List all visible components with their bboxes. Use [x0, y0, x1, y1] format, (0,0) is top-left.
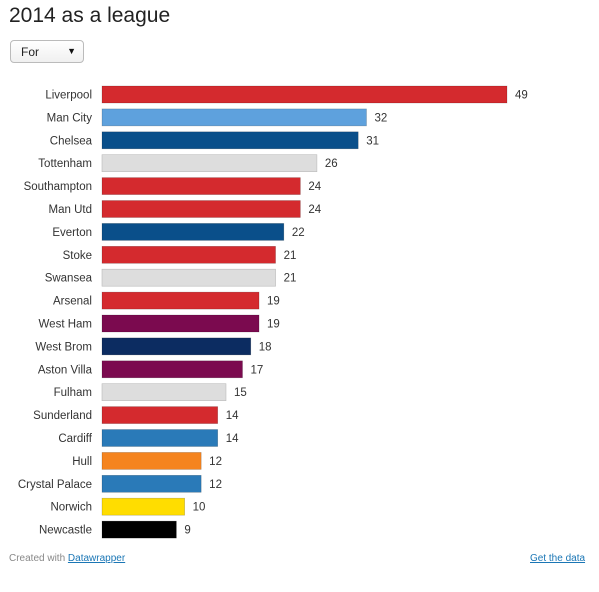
value-label-southampton: 24: [308, 181, 321, 193]
category-label-man-utd: Man Utd: [49, 204, 92, 216]
bar-everton: [101, 223, 285, 241]
value-label-cardiff: 14: [226, 433, 239, 445]
value-label-aston-villa: 17: [251, 364, 264, 376]
footer-credit-prefix: Created with: [9, 553, 66, 564]
value-label-crystal-palace: 12: [209, 479, 222, 491]
get-data-link[interactable]: Get the data: [530, 553, 586, 564]
category-label-swansea: Swansea: [45, 273, 93, 285]
bar-norwich: [101, 497, 185, 516]
value-label-man-city: 32: [374, 112, 387, 124]
bar-southampton: [101, 177, 301, 195]
category-label-chelsea: Chelsea: [50, 135, 93, 147]
bar-man-utd: [101, 200, 301, 218]
bar-liverpool: [101, 85, 508, 104]
category-label-arsenal: Arsenal: [53, 296, 92, 308]
category-label-everton: Everton: [52, 227, 92, 239]
value-label-chelsea: 31: [366, 135, 379, 147]
bar-west-ham: [101, 314, 260, 333]
bar-chelsea: [101, 131, 359, 150]
value-label-arsenal: 19: [267, 296, 280, 308]
value-label-west-brom: 18: [259, 341, 272, 353]
value-label-everton: 22: [292, 227, 305, 239]
bar-swansea: [101, 268, 276, 287]
bar-hull: [101, 452, 202, 470]
bar-west-brom: [101, 337, 252, 356]
chevron-down-icon: ▼: [67, 46, 76, 56]
bar-sunderland: [101, 406, 219, 424]
category-label-west-ham: West Ham: [39, 319, 92, 331]
value-label-liverpool: 49: [515, 90, 528, 102]
category-label-liverpool: Liverpool: [45, 90, 92, 102]
category-label-fulham: Fulham: [54, 387, 92, 399]
value-label-stoke: 21: [284, 250, 297, 262]
bar-crystal-palace: [101, 474, 202, 493]
value-label-norwich: 10: [193, 502, 206, 514]
category-label-cardiff: Cardiff: [58, 433, 92, 445]
category-label-tottenham: Tottenham: [38, 158, 92, 170]
category-label-southampton: Southampton: [24, 181, 92, 193]
bar-man-city: [101, 108, 367, 127]
category-label-aston-villa: Aston Villa: [38, 364, 93, 376]
bar-stoke: [101, 246, 276, 264]
value-label-swansea: 21: [284, 273, 297, 285]
value-label-west-ham: 19: [267, 319, 280, 331]
bar-chart: Liverpool 49 Man City 32 Chelsea 31 Tottenham 2…: [18, 85, 528, 539]
value-label-fulham: 15: [234, 387, 247, 399]
value-label-sunderland: 14: [226, 410, 239, 422]
category-label-sunderland: Sunderland: [33, 410, 92, 422]
bar-fulham: [101, 383, 227, 402]
bar-cardiff: [101, 429, 219, 447]
category-label-west-brom: West Brom: [35, 341, 92, 353]
category-label-hull: Hull: [72, 456, 92, 468]
metric-select-value: For: [21, 45, 39, 59]
category-label-newcastle: Newcastle: [39, 525, 92, 537]
footer-credit: Created with Datawrapper: [9, 553, 125, 564]
value-label-tottenham: 26: [325, 158, 338, 170]
category-label-norwich: Norwich: [50, 502, 92, 514]
category-label-crystal-palace: Crystal Palace: [18, 479, 92, 491]
value-label-newcastle: 9: [184, 525, 190, 537]
bar-arsenal: [101, 291, 260, 310]
value-label-hull: 12: [209, 456, 222, 468]
category-label-man-city: Man City: [47, 112, 93, 124]
chart-title: 2014 as a league: [9, 4, 171, 27]
bar-aston-villa: [101, 360, 243, 379]
value-label-man-utd: 24: [308, 204, 321, 216]
bar-newcastle: [101, 520, 177, 539]
metric-select[interactable]: For ▼: [10, 40, 84, 63]
datawrapper-link[interactable]: Datawrapper: [67, 553, 126, 564]
category-label-stoke: Stoke: [63, 250, 92, 262]
bar-tottenham: [101, 154, 318, 172]
